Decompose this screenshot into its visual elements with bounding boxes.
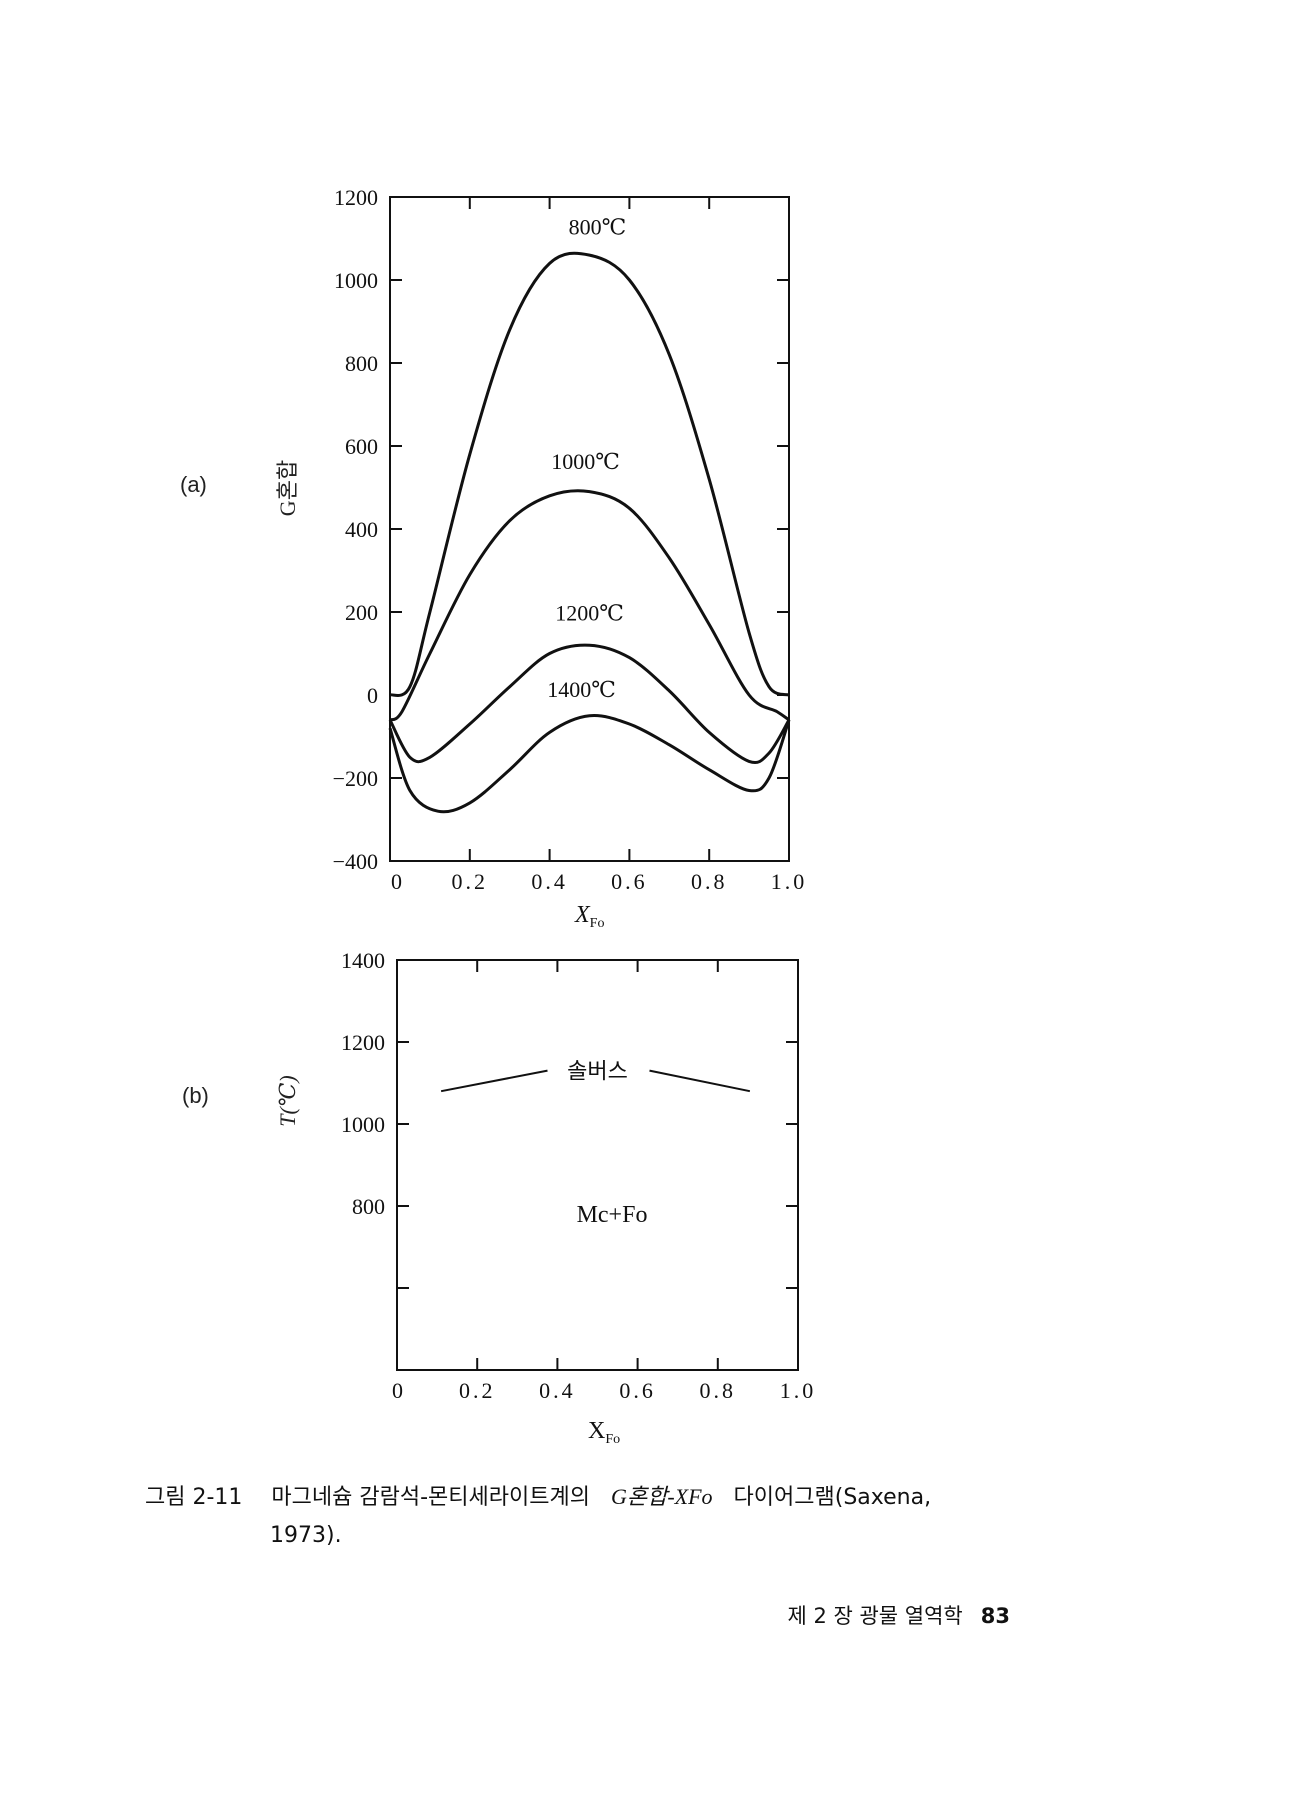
chart-b-ytick-label: 1400 (341, 948, 385, 973)
chart-b-xtick-label: 0.4 (539, 1378, 576, 1403)
panel-b-label: (b) (182, 1083, 209, 1108)
chart-a-xtick-label: 0.2 (452, 869, 489, 894)
chart-b-xtick-label: 0.8 (700, 1378, 737, 1403)
chart-b-xtick-label: 0.2 (459, 1378, 496, 1403)
caption-formula: G혼합-XFo (610, 1484, 713, 1509)
chart-a-series-label: 1200℃ (555, 600, 624, 625)
chart-b-solvus-right (649, 1069, 751, 1093)
figure-caption: 그림 2-11 마그네슘 감람석-몬티세라이트계의 G혼합-XFo 다이어그램(… (145, 1478, 1045, 1555)
chart-b: 1400 1200 1000 800 0 0.2 0.4 0.6 0.8 1.0 솔버스 XFo… (341, 948, 817, 1447)
chart-b-solvus-label: 솔버스 (567, 1059, 628, 1084)
chart-a-ytick-label: −400 (333, 849, 378, 874)
chart-a-series-label: 1400℃ (547, 677, 616, 702)
chart-a-series-label: 800℃ (569, 214, 627, 239)
chart-a-xtick-label: 0 (391, 869, 405, 894)
page-footer: 제 2 장 광물 열역학 83 (787, 1600, 1010, 1630)
chart-a: 1200 1000 800 600 400 200 0 −200 −400 0 0.2 0.4 0.6… (333, 185, 808, 931)
chart-a-series-line (388, 643, 791, 765)
chart-a-ytick-label: 1000 (334, 268, 378, 293)
chart-a-ytick-label: 0 (367, 683, 378, 708)
chart-a-series-line (389, 489, 790, 722)
chart-b-ytick-label: 1000 (341, 1112, 385, 1137)
chart-b-xtick-label: 0 (392, 1378, 406, 1403)
chart-b-ytick-label: 1200 (341, 1030, 385, 1055)
figure-number: 그림 2-11 (145, 1485, 243, 1510)
chart-b-xlabel: XFo (588, 1418, 620, 1447)
chart-b-annotation: Mc+Fo (577, 1202, 648, 1228)
chart-b-solvus-left (440, 1069, 548, 1093)
chart-a-ytick-label: 800 (345, 351, 378, 376)
caption-text-after: 다이어그램(Saxena, (733, 1485, 932, 1510)
panel-a-label: (a) (180, 472, 207, 497)
chart-a-xtick-label: 1.0 (771, 869, 808, 894)
chart-b-xtick-label: 1.0 (780, 1378, 817, 1403)
chart-a-ytick-label: −200 (333, 766, 378, 791)
chart-a-series-line (388, 714, 791, 814)
caption-line2: 1973). (270, 1523, 342, 1548)
chart-a-ytick-label: 400 (345, 517, 378, 542)
chart-a-series-label: 1000℃ (551, 449, 620, 474)
chart-b-ytick-label: 800 (352, 1194, 385, 1219)
chart-a-xtick-label: 0.8 (691, 869, 728, 894)
chart-a-ytick-label: 600 (345, 434, 378, 459)
chart-a-series-line (389, 251, 790, 697)
chart-a-xtick-label: 0.6 (611, 869, 648, 894)
chart-b-xtick-label: 0.6 (619, 1378, 656, 1403)
chart-a-ytick-label: 200 (345, 600, 378, 625)
chapter-title: 제 2 장 광물 열역학 (787, 1604, 963, 1628)
chart-a-xlabel: XFo (574, 902, 604, 931)
caption-text: 마그네슘 감람석-몬티세라이트계의 (271, 1485, 590, 1510)
chart-b-frame (396, 959, 799, 1371)
page-number: 83 (980, 1604, 1010, 1628)
chart-a-xtick-label: 0.4 (531, 869, 568, 894)
chart-a-ytick-label: 1200 (334, 185, 378, 210)
